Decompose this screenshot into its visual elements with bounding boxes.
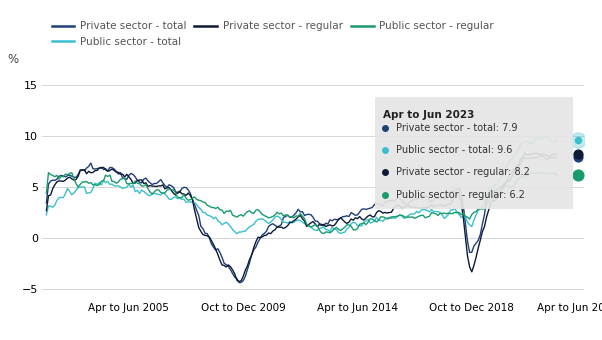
Text: Apr to Jun 2023: Apr to Jun 2023: [383, 109, 475, 120]
Text: Public sector - regular: 6.2: Public sector - regular: 6.2: [396, 190, 525, 200]
Text: Private sector - regular: 8.2: Private sector - regular: 8.2: [396, 167, 530, 177]
FancyBboxPatch shape: [376, 97, 573, 209]
Legend: Private sector - total, Public sector - total, Private sector - regular, Public : Private sector - total, Public sector - …: [48, 17, 498, 51]
Text: Private sector - total: 7.9: Private sector - total: 7.9: [396, 122, 518, 133]
Point: [573, 155, 582, 160]
Text: Public sector - total: 9.6: Public sector - total: 9.6: [396, 145, 512, 155]
Text: %: %: [7, 53, 18, 66]
Point: [573, 172, 582, 177]
Point: [573, 137, 582, 143]
Point: [573, 137, 582, 143]
Point: [573, 152, 582, 157]
